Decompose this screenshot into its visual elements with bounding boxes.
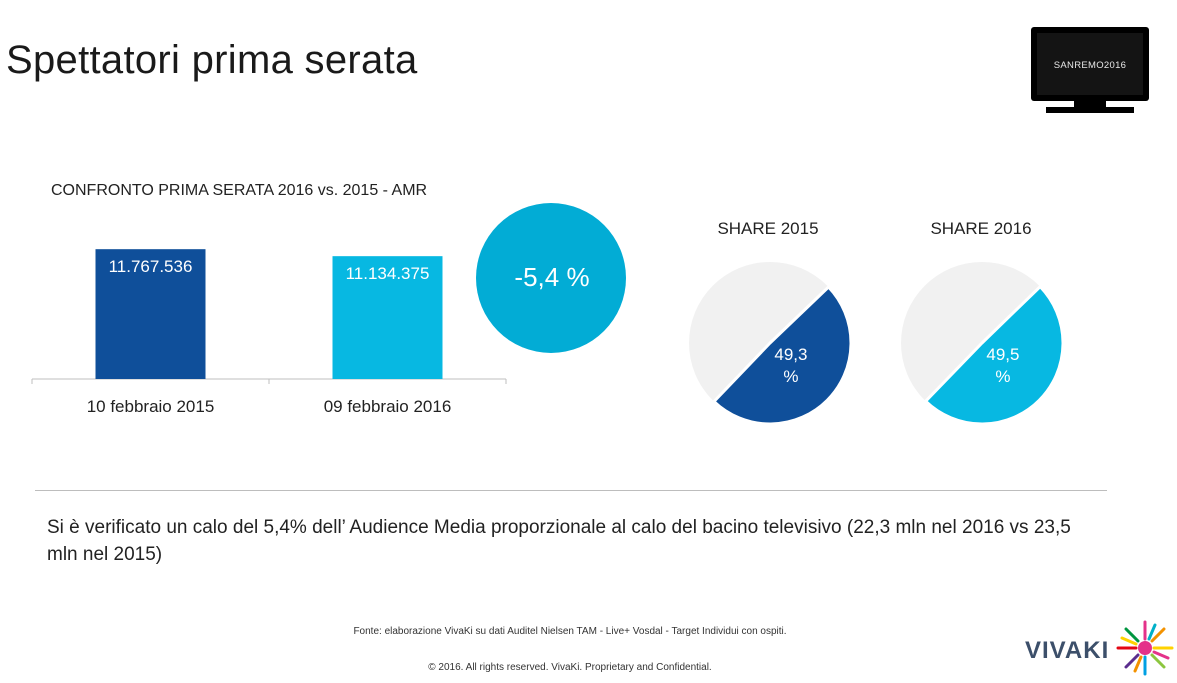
summary-note: Si è verificato un calo del 5,4% dell’ A… xyxy=(47,517,1071,565)
page-title: Spettatori prima serata xyxy=(6,38,418,82)
bar-1 xyxy=(95,249,206,379)
copyright-note: © 2016. All rights reserved. VivaKi. Pro… xyxy=(428,662,712,673)
change-percentage-circle: -5,4 % xyxy=(476,203,626,353)
category-label: 10 febbraio 2015 xyxy=(87,397,215,416)
share-2015-title: SHARE 2015 xyxy=(717,219,819,238)
sunburst-icon xyxy=(1116,620,1174,676)
bar-chart: 11.767.536 10 febbraio 2015 11.134.375 09 f… xyxy=(31,249,507,416)
bar-2 xyxy=(332,256,443,379)
share-2016-title: SHARE 2016 xyxy=(930,219,1032,238)
tv-stand xyxy=(1074,101,1106,107)
vivaki-logo: VIVAKI xyxy=(1025,615,1175,683)
pie-slice-share xyxy=(712,285,853,426)
tv-logo-text: SANREMO2016 xyxy=(1054,60,1126,71)
pie-slice-label: 49,5% xyxy=(986,345,1019,386)
share-2016-pie: 49,5% xyxy=(901,262,1065,426)
source-note: Fonte: elaborazione VivaKi su dati Audit… xyxy=(353,626,787,637)
pie-slice-label: 49,3% xyxy=(774,345,807,386)
share-2015-pie: 49,3% xyxy=(689,262,853,426)
vivaki-wordmark: VIVAKI xyxy=(1025,637,1110,664)
pie-slice-share xyxy=(924,285,1065,426)
bar-value-label: 11.767.536 xyxy=(109,257,193,276)
bar-value-label: 11.134.375 xyxy=(346,264,430,283)
change-percentage-label: -5,4 % xyxy=(514,261,590,292)
tv-base xyxy=(1046,107,1134,113)
divider xyxy=(35,490,1107,491)
category-label: 09 febbraio 2016 xyxy=(324,397,452,416)
sanremo-tv-logo: SANREMO2016 xyxy=(1031,27,1149,113)
bar-chart-title: CONFRONTO PRIMA SERATA 2016 vs. 2015 - A… xyxy=(51,182,428,199)
